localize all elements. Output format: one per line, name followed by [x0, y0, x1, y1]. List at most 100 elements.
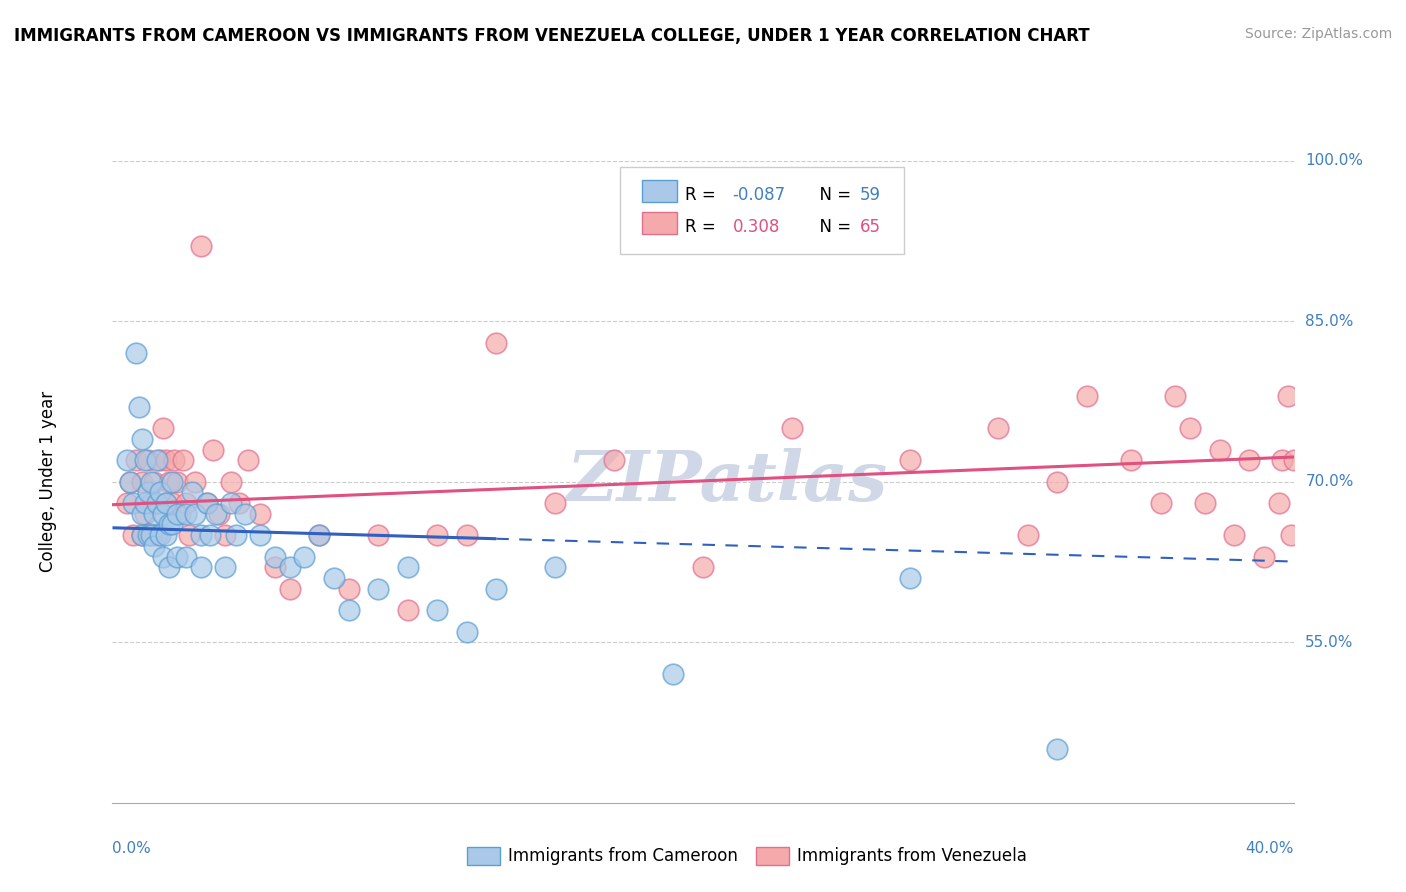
Point: [120, 475, 142, 489]
Point: [149, 453, 172, 467]
Point: [308, 528, 330, 542]
Point: [190, 239, 212, 253]
FancyBboxPatch shape: [641, 212, 678, 235]
Point: [1046, 475, 1069, 489]
Point: [987, 421, 1010, 435]
Point: [174, 549, 197, 564]
Point: [692, 560, 714, 574]
Point: [233, 507, 256, 521]
Point: [485, 582, 508, 596]
Point: [195, 496, 218, 510]
Point: [184, 475, 207, 489]
Point: [160, 496, 183, 510]
Text: N =: N =: [810, 218, 856, 235]
Point: [149, 485, 172, 500]
Point: [485, 335, 508, 350]
Point: [337, 603, 360, 617]
Point: [184, 507, 207, 521]
Point: [1017, 528, 1039, 542]
Point: [149, 528, 172, 542]
FancyBboxPatch shape: [467, 847, 501, 865]
Point: [1279, 528, 1302, 542]
Text: 100.0%: 100.0%: [1305, 153, 1364, 168]
Point: [131, 507, 153, 521]
Point: [152, 549, 174, 564]
Text: IMMIGRANTS FROM CAMEROON VS IMMIGRANTS FROM VENEZUELA COLLEGE, UNDER 1 YEAR CORR: IMMIGRANTS FROM CAMEROON VS IMMIGRANTS F…: [14, 27, 1090, 45]
Point: [139, 496, 162, 510]
Text: R =: R =: [685, 186, 721, 203]
Point: [1119, 453, 1142, 467]
Point: [208, 507, 231, 521]
Point: [166, 549, 188, 564]
Point: [155, 528, 177, 542]
Point: [160, 517, 183, 532]
Point: [426, 603, 449, 617]
Point: [662, 667, 685, 681]
Point: [136, 453, 159, 467]
Point: [337, 582, 360, 596]
Point: [201, 442, 224, 457]
Point: [228, 496, 250, 510]
Point: [122, 496, 145, 510]
Point: [219, 496, 242, 510]
Point: [125, 346, 148, 360]
Point: [142, 539, 165, 553]
Text: Source: ZipAtlas.com: Source: ZipAtlas.com: [1244, 27, 1392, 41]
Point: [131, 528, 153, 542]
Point: [134, 496, 156, 510]
Point: [264, 549, 287, 564]
Point: [139, 528, 162, 542]
Point: [131, 528, 153, 542]
Point: [134, 453, 156, 467]
Point: [278, 582, 301, 596]
Point: [142, 475, 165, 489]
Point: [122, 528, 145, 542]
Text: Immigrants from Venezuela: Immigrants from Venezuela: [797, 847, 1028, 865]
Point: [205, 507, 228, 521]
Point: [190, 528, 212, 542]
Point: [456, 624, 478, 639]
Point: [214, 528, 236, 542]
Point: [155, 496, 177, 510]
Point: [225, 528, 247, 542]
Point: [190, 560, 212, 574]
Point: [1277, 389, 1299, 403]
Point: [134, 507, 156, 521]
Point: [136, 485, 159, 500]
Point: [131, 475, 153, 489]
Text: 40.0%: 40.0%: [1246, 841, 1294, 856]
Text: 70.0%: 70.0%: [1305, 475, 1354, 489]
Point: [142, 507, 165, 521]
Point: [146, 496, 169, 510]
Point: [544, 496, 567, 510]
Point: [544, 560, 567, 574]
Point: [1271, 453, 1294, 467]
FancyBboxPatch shape: [641, 180, 678, 202]
Point: [128, 400, 150, 414]
Text: College, Under 1 year: College, Under 1 year: [38, 391, 56, 573]
Text: ZIPatlas: ZIPatlas: [567, 448, 887, 516]
Point: [1282, 453, 1305, 467]
Point: [249, 507, 271, 521]
Point: [264, 560, 287, 574]
Point: [1046, 742, 1069, 756]
Point: [146, 528, 169, 542]
Point: [898, 453, 921, 467]
Point: [214, 560, 236, 574]
Point: [166, 475, 188, 489]
Point: [131, 432, 153, 446]
Point: [172, 453, 194, 467]
Point: [396, 560, 419, 574]
Point: [157, 560, 180, 574]
Point: [1150, 496, 1173, 510]
Point: [155, 496, 177, 510]
Point: [174, 507, 197, 521]
Point: [292, 549, 315, 564]
Point: [1253, 549, 1275, 564]
Point: [219, 475, 242, 489]
Point: [179, 528, 201, 542]
Point: [1268, 496, 1291, 510]
Point: [155, 453, 177, 467]
Text: 65: 65: [860, 218, 882, 235]
Text: Immigrants from Cameroon: Immigrants from Cameroon: [508, 847, 738, 865]
